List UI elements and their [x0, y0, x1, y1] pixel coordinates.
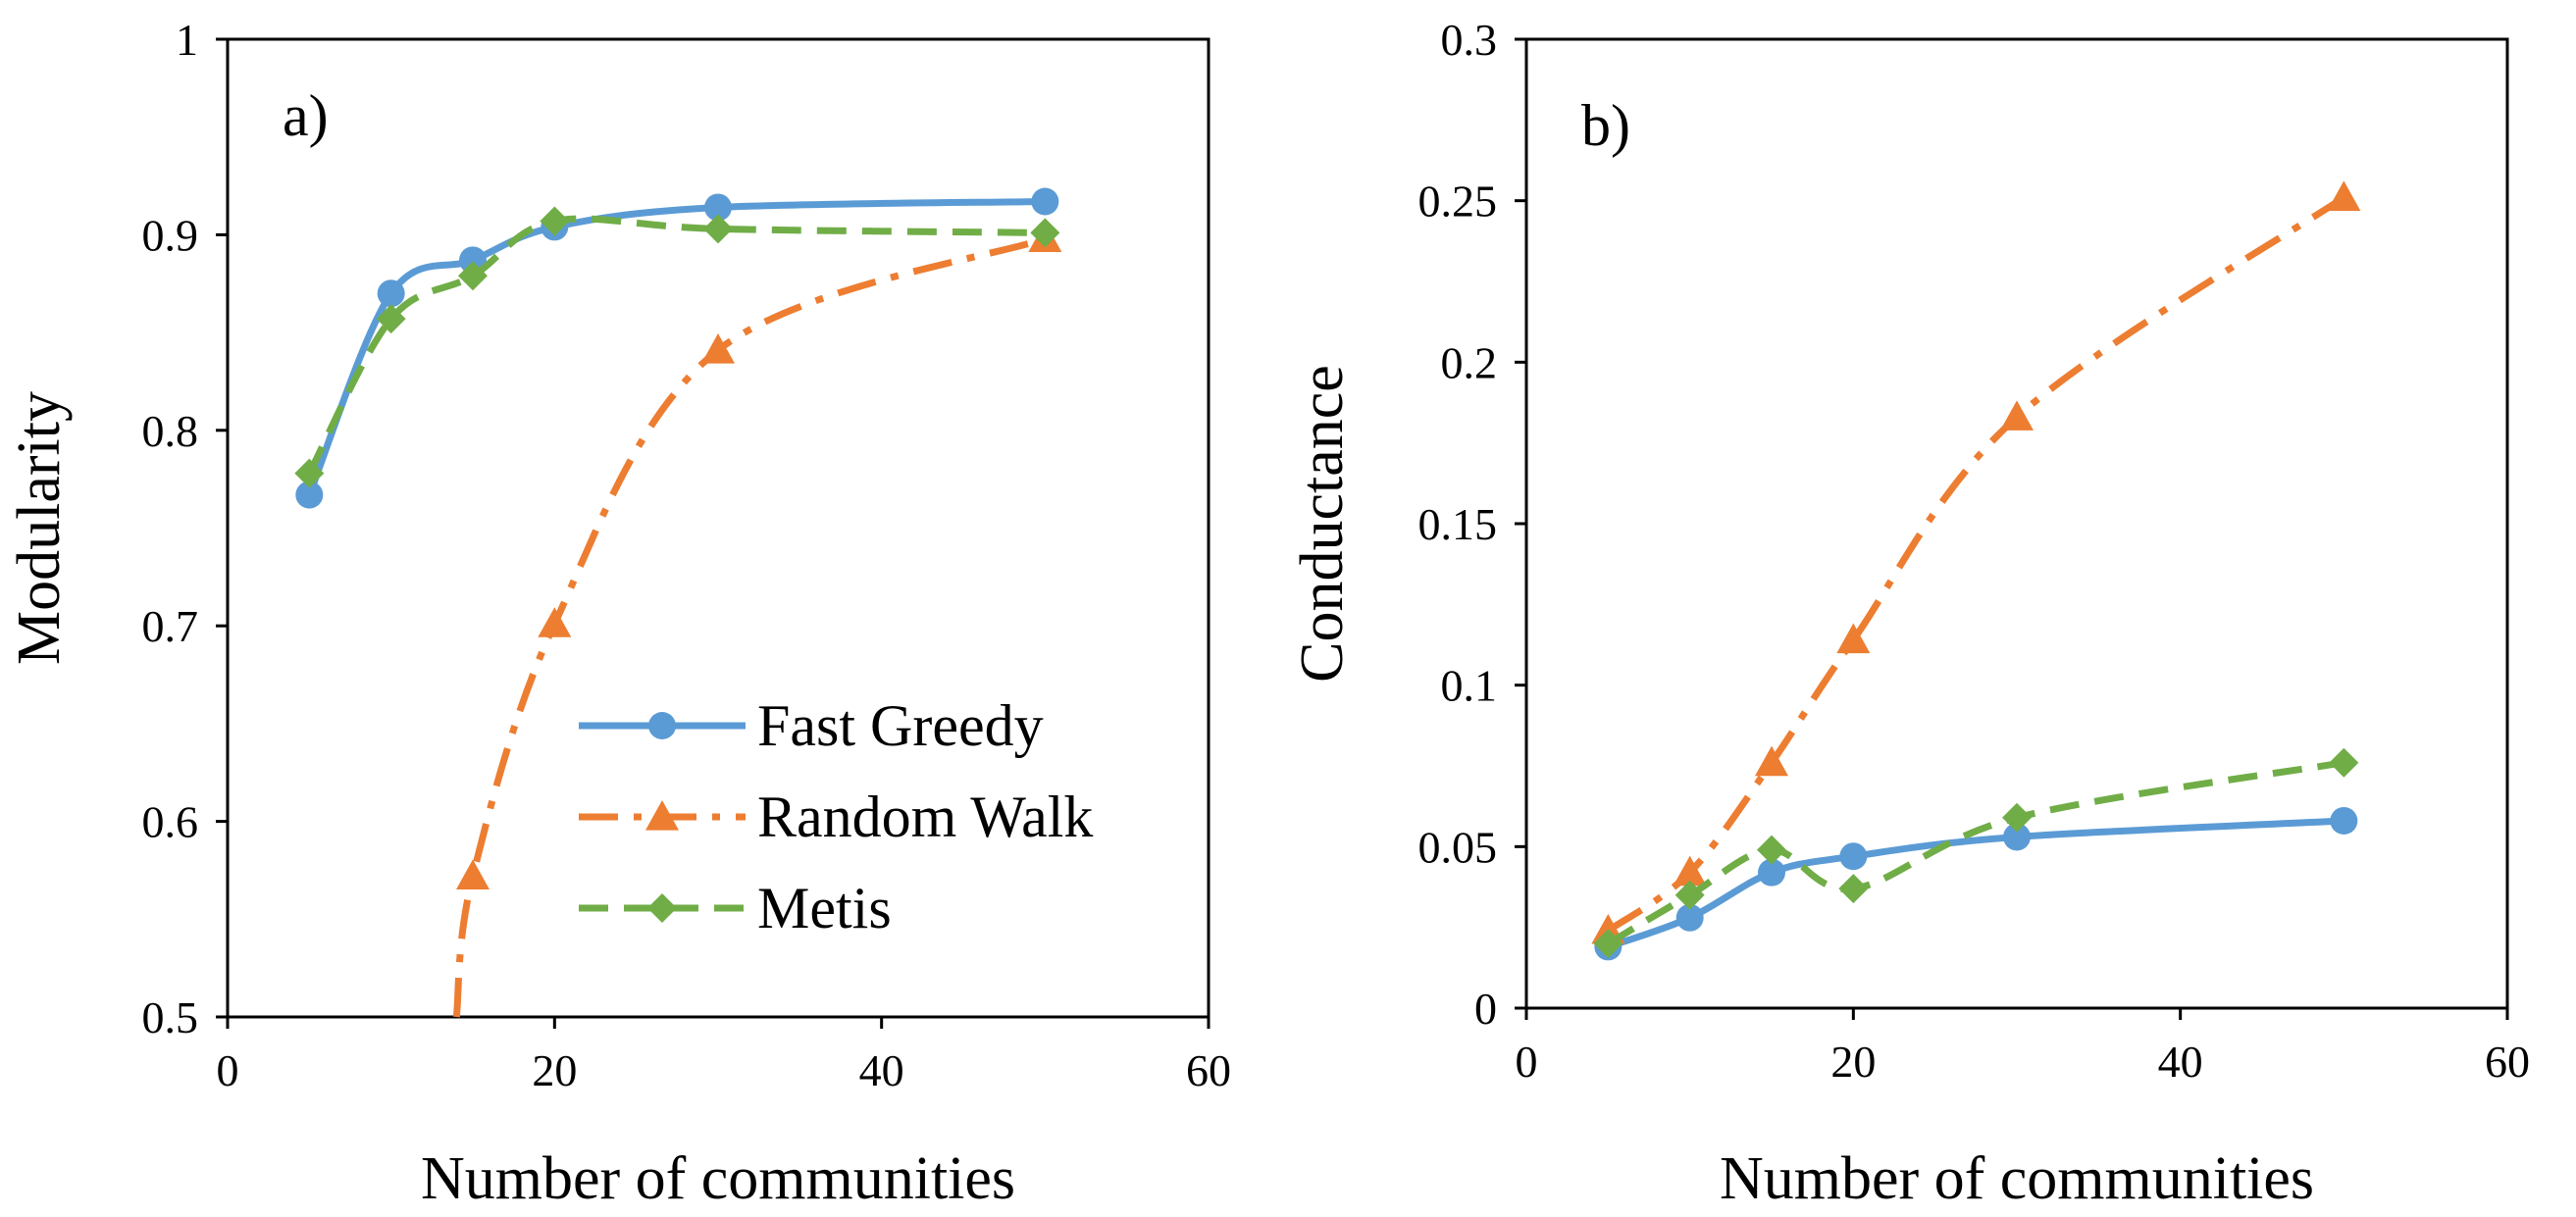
legend-label-random-walk: Random Walk: [757, 785, 1093, 849]
x-tick-label: 20: [1830, 1037, 1876, 1087]
y-tick-label: 0.5: [142, 992, 199, 1042]
legend-marker-fast-greedy: [648, 712, 676, 739]
data-point-random-walk: [1836, 623, 1871, 654]
data-point-random-walk: [456, 859, 489, 890]
data-point-metis: [2002, 802, 2032, 833]
panel-label: b): [1581, 93, 1630, 158]
data-point-metis: [1838, 874, 1869, 904]
x-axis-label: Number of communities: [1720, 1145, 2314, 1212]
panel-label: a): [283, 83, 329, 148]
data-point-metis: [1757, 835, 1786, 865]
data-point-random-walk: [538, 607, 572, 637]
y-tick-label: 0: [1474, 984, 1497, 1034]
y-tick-label: 0.1: [1441, 661, 1498, 711]
y-tick-label: 0.2: [1441, 337, 1498, 387]
x-tick-label: 60: [1186, 1045, 1231, 1095]
legend-label-fast-greedy: Fast Greedy: [757, 693, 1044, 758]
series-line-random-walk: [452, 235, 1047, 1018]
x-tick-label: 40: [2158, 1037, 2203, 1087]
y-tick-label: 0.15: [1418, 499, 1498, 549]
data-point-metis: [1593, 929, 1623, 959]
series-random-walk: [1591, 180, 2361, 944]
data-point-metis: [2329, 747, 2359, 778]
legend-label-metis: Metis: [757, 876, 892, 940]
panel-a-modularity-chart: 0 20 40 60 0.5 0.6 0.7 0.8 0.9 1 Number of communi…: [6, 15, 1231, 1212]
x-tick-label: 60: [2485, 1037, 2530, 1087]
y-tick-label: 0.6: [142, 797, 199, 847]
data-point-metis: [1674, 880, 1705, 910]
data-point-fast-greedy: [1031, 187, 1059, 216]
plot-area-frame: [226, 37, 1211, 1019]
series-metis: [1593, 747, 2359, 959]
data-point-metis: [1030, 218, 1060, 248]
data-point-metis: [458, 261, 488, 291]
y-tick-label: 0.8: [142, 406, 199, 456]
legend-marker-random-walk: [645, 800, 679, 831]
x-axis-label: Number of communities: [421, 1145, 1015, 1212]
series-line-fast-greedy: [1607, 817, 2344, 950]
data-point-metis: [294, 458, 325, 488]
series-line-fast-greedy: [306, 198, 1046, 496]
y-tick-label: 0.3: [1441, 15, 1498, 65]
data-point-fast-greedy: [704, 193, 732, 222]
data-point-fast-greedy: [2330, 806, 2358, 835]
data-point-metis: [540, 206, 570, 236]
data-point-random-walk: [1755, 745, 1788, 777]
plot-area-frame: [1524, 37, 2509, 1010]
data-point-fast-greedy: [1839, 842, 1868, 871]
x-tick-label: 40: [859, 1045, 904, 1095]
x-tick-label: 0: [217, 1045, 239, 1095]
data-point-fast-greedy: [1758, 858, 1785, 887]
data-point-fast-greedy: [1675, 903, 1704, 932]
data-point-fast-greedy: [377, 279, 405, 308]
y-tick-label: 0.9: [142, 210, 199, 260]
data-point-random-walk: [2327, 180, 2361, 211]
data-point-fast-greedy: [2003, 823, 2031, 851]
data-point-metis: [703, 214, 733, 244]
legend: Fast Greedy Random Walk Metis: [579, 693, 1093, 940]
data-point-metis: [376, 304, 406, 334]
x-tick-label: 20: [532, 1045, 577, 1095]
y-tick-label: 0.7: [142, 601, 199, 651]
series-line-metis: [1606, 759, 2344, 947]
y-axis-label: Modularity: [6, 391, 73, 665]
panel-b-conductance-chart: 0 20 40 60 0 0.05 0.1 0.15 0.2 0.25 0.3 Number of c…: [1289, 15, 2530, 1212]
series-line-metis: [306, 215, 1046, 476]
y-tick-label: 1: [176, 15, 198, 65]
legend-marker-metis: [647, 893, 677, 923]
y-tick-label: 0.25: [1418, 177, 1498, 227]
series-metis: [294, 206, 1060, 488]
data-point-fast-greedy: [295, 481, 324, 509]
y-tick-label: 0.05: [1418, 822, 1498, 872]
y-axis-label: Conductance: [1289, 365, 1356, 683]
data-point-random-walk: [1673, 855, 1707, 887]
series-line-random-walk: [1606, 194, 2346, 934]
x-tick-label: 0: [1516, 1037, 1538, 1087]
data-point-random-walk: [2000, 400, 2034, 431]
series-fast-greedy: [295, 187, 1059, 509]
data-point-random-walk: [701, 333, 735, 364]
